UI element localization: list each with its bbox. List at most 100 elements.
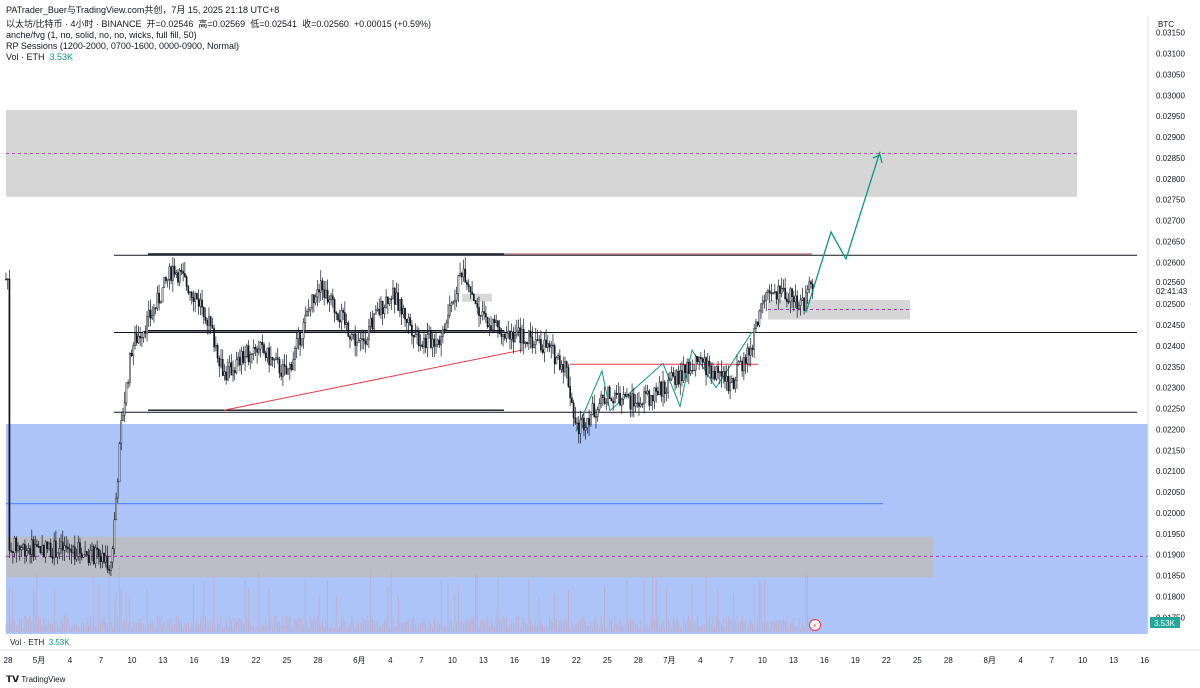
volume-bar [101,620,103,632]
candle-body [545,339,547,348]
candle-body [220,358,222,367]
candle-body [44,541,47,558]
candle-body [657,391,659,395]
volume-bar [710,623,712,632]
volume-bar [301,618,303,632]
volume-bar [155,628,157,632]
indicator-fvg[interactable]: anche/fvg (1, no, solid, no, no, wicks, … [6,30,197,40]
volume-bar [84,625,86,632]
candle-body [273,359,276,361]
candle-body [431,338,434,348]
candle-body [94,547,97,564]
candle-body [703,357,706,363]
volume-bar [29,615,31,632]
candle-body [600,394,602,404]
candle-body [796,295,799,309]
volume-bar [662,621,664,632]
candle-body [646,390,649,394]
volume-bar [423,617,425,632]
volume-bar [320,625,322,632]
candle-body [350,333,353,340]
candle-body [122,414,124,421]
candle-body [92,546,95,564]
volume-bar [325,617,327,632]
bottom-vol-indicator[interactable]: Vol · ETH 3.53K [10,638,70,647]
volume-bar [242,623,244,632]
candle-body [173,265,176,275]
volume-bar [308,627,310,632]
volume-bar [327,581,329,632]
volume-bar [437,620,439,632]
volume-bar [136,622,138,632]
candle-body [321,280,324,291]
candle-body [534,339,537,345]
volume-bar [457,584,459,632]
symbol-title[interactable]: 以太坊/比特币 · 4小时 · BINANCE [6,19,142,29]
candle-body [13,537,16,553]
time-tick: 13 [479,656,488,665]
candle-body [712,371,714,379]
volume-bar [707,619,709,632]
lightning-icon: ⚡ [813,622,818,630]
candle-body [6,278,9,280]
candle-body [113,519,116,549]
volume-bar [535,619,537,632]
indicator-sessions[interactable]: RP Sessions (1200-2000, 0700-1600, 0000-… [6,41,239,51]
volume-bar [691,584,693,632]
candle-body [436,339,439,345]
tradingview-brand[interactable]: 𝗧𝗩 TradingView [6,674,65,685]
open-value: 0.02546 [160,19,194,29]
volume-bar [712,616,714,632]
bottom-vol-label: Vol · ETH [10,638,45,647]
time-tick: 19 [541,656,550,665]
volume-bar [450,619,452,632]
candle-body [259,342,262,350]
price-axis[interactable]: 0.03150 0.03100 0.03050 0.03000 0.02950 0.029… [1156,29,1185,623]
candle-body [612,400,615,404]
volume-bar [585,622,587,632]
volume-bar [371,619,373,632]
candle-body [457,275,460,295]
volume-bar [463,623,465,632]
volume-bar [736,615,738,632]
candle-body [364,340,367,345]
candle-body [743,357,745,372]
volume-bar [435,623,437,632]
volume-bar [174,624,176,632]
volume-bar [530,618,532,632]
indicator-volume[interactable]: Vol · ETH 3.53K [6,52,73,63]
price-tick: 0.02650 [1156,237,1185,246]
candle-body [667,379,670,393]
candle-body [309,306,312,311]
volume-bar [456,621,458,632]
candle-body [464,268,467,283]
volume-bar [34,592,36,632]
volume-bar [789,623,791,632]
candle-body [151,315,154,319]
candle-body [142,330,145,338]
symbol-line: 以太坊/比特币 · 4小时 · BINANCE 开=0.02546 高=0.02… [6,19,431,29]
volume-bar [724,627,726,632]
candle-body [313,294,315,304]
candle-body [724,371,726,382]
alert-icon[interactable] [809,619,821,631]
volume-bar [74,623,76,632]
volume-bar [433,618,435,632]
volume-bar [407,619,409,632]
candle-body [368,325,370,340]
volume-bar [469,617,471,632]
volume-bar [88,625,90,632]
time-axis[interactable]: 28 5月 4 7 10 13 16 19 22 25 28 6月 4 7 10 13 16 19 22 25 28 7月… [4,656,1150,665]
volume-bar [595,615,597,632]
volume-bar [146,589,148,632]
volume-bar [717,588,719,632]
volume-bar [313,615,315,632]
candle-body [472,294,475,301]
candle-body [383,307,386,314]
candle-body [232,370,234,376]
candle-body [392,287,394,300]
candle-body [765,292,768,301]
close-label: 收 [302,19,312,29]
candle-body [758,310,761,326]
